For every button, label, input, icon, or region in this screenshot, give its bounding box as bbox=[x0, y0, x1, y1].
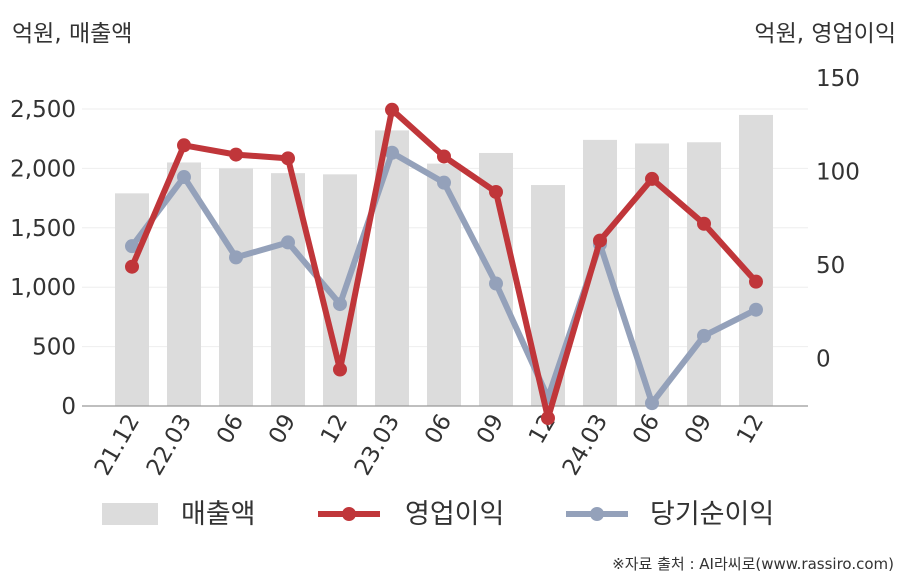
y-right-tick-label: 100 bbox=[816, 159, 860, 185]
operating-profit-point bbox=[437, 149, 451, 164]
x-tick-label: 24.03 bbox=[558, 410, 613, 480]
bar-sales bbox=[687, 142, 721, 406]
legend-marker-net-income bbox=[590, 507, 604, 521]
operating-profit-point bbox=[645, 171, 659, 186]
y-left-tick-label: 2,000 bbox=[10, 156, 76, 182]
y-left-tick-label: 2,500 bbox=[10, 97, 76, 123]
legend-label-net-income: 당기순이익 bbox=[650, 499, 774, 530]
net-income-point bbox=[125, 239, 139, 254]
net-income-point bbox=[645, 396, 659, 411]
bar-sales bbox=[115, 193, 149, 406]
legend-swatch-sales bbox=[102, 503, 158, 525]
y-left-tick-label: 1,000 bbox=[10, 275, 76, 301]
x-tick-label: 23.03 bbox=[350, 410, 405, 480]
net-income-point bbox=[489, 276, 503, 291]
operating-profit-point bbox=[593, 233, 607, 248]
x-tick-label: 12 bbox=[732, 410, 769, 448]
bar-sales bbox=[167, 162, 201, 406]
x-tick-label: 06 bbox=[212, 410, 249, 448]
net-income-point bbox=[333, 297, 347, 312]
bar-sales bbox=[219, 168, 253, 406]
net-income-point bbox=[749, 302, 763, 317]
operating-profit-point bbox=[125, 259, 139, 274]
net-income-point bbox=[177, 170, 191, 185]
operating-profit-point bbox=[385, 102, 399, 117]
net-income-point bbox=[385, 145, 399, 160]
legend-label-sales: 매출액 bbox=[181, 499, 256, 530]
x-tick-label: 09 bbox=[264, 410, 301, 448]
operating-profit-point bbox=[697, 216, 711, 231]
operating-profit-point bbox=[749, 274, 763, 289]
y-left-tick-label: 500 bbox=[32, 335, 76, 361]
left-axis-title: 억원, 매출액 bbox=[12, 21, 133, 47]
x-tick-label: 12 bbox=[316, 410, 353, 448]
x-tick-label: 06 bbox=[420, 410, 457, 448]
x-tick-label: 22.03 bbox=[142, 410, 197, 480]
net-income-point bbox=[281, 235, 295, 250]
x-tick-label: 09 bbox=[472, 410, 509, 448]
y-right-tick-label: 0 bbox=[816, 346, 831, 372]
operating-profit-point bbox=[177, 138, 191, 153]
legend-marker-operating-profit bbox=[342, 507, 356, 521]
y-left-tick-label: 1,500 bbox=[10, 216, 76, 242]
y-right-tick-label: 50 bbox=[816, 253, 845, 279]
x-tick-label: 09 bbox=[680, 410, 717, 448]
source-note: ※자료 출처 : AI라씨로(www.rassiro.com) bbox=[612, 555, 894, 573]
operating-profit-point bbox=[333, 362, 347, 377]
net-income-point bbox=[697, 328, 711, 343]
legend-label-operating-profit: 영업이익 bbox=[405, 499, 504, 530]
bar-sales bbox=[739, 114, 773, 406]
operating-profit-point bbox=[229, 147, 243, 162]
x-tick-label: 06 bbox=[628, 410, 665, 448]
right-axis-title: 억원, 영업이익 bbox=[754, 21, 896, 47]
operating-profit-point bbox=[281, 151, 295, 166]
y-left-tick-label: 0 bbox=[61, 394, 76, 420]
net-income-point bbox=[437, 175, 451, 190]
operating-profit-point bbox=[541, 411, 555, 426]
x-tick-label: 21.12 bbox=[90, 410, 145, 480]
net-income-point bbox=[229, 250, 243, 265]
y-right-tick-label: 150 bbox=[816, 66, 860, 92]
operating-profit-point bbox=[489, 184, 503, 199]
